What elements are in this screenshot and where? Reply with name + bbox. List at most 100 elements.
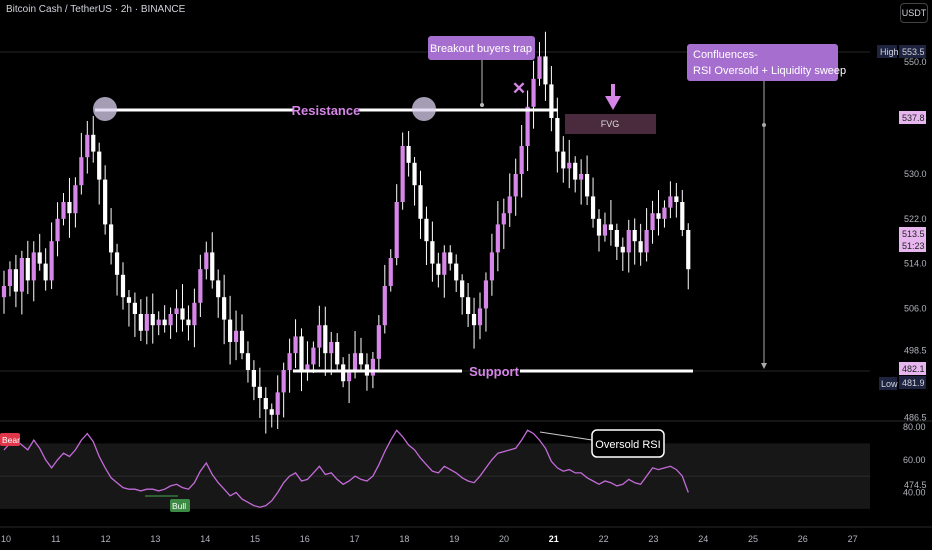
candle-body — [531, 78, 536, 107]
candle-body — [317, 325, 322, 348]
resistance-touch-1 — [93, 97, 117, 121]
candle-body — [305, 364, 310, 370]
candle-body — [376, 325, 381, 359]
candle-body — [680, 202, 685, 230]
candle-body — [156, 319, 161, 326]
time-axis-tick: 24 — [698, 534, 708, 544]
candle-body — [394, 202, 399, 258]
candle-body — [644, 230, 649, 253]
candle-body — [388, 258, 393, 286]
candle-body — [1, 286, 7, 298]
time-axis-tick: 21 — [549, 534, 559, 544]
high-value-bg — [899, 45, 926, 58]
rsi-axis-tick: 60.00 — [903, 455, 926, 465]
high-tag: High — [880, 47, 899, 57]
bear-label: Bear — [2, 435, 20, 445]
price-axis-tick: 506.0 — [904, 303, 927, 313]
candle-body — [519, 146, 524, 174]
candle-body — [436, 263, 441, 275]
candle-body — [109, 224, 114, 253]
price-axis-tick: 474.5 — [904, 480, 927, 490]
candle-body — [150, 314, 155, 326]
candle-body — [299, 336, 304, 370]
rsi-axis-tick: 40.00 — [903, 488, 926, 498]
breakout-callout-text: Breakout buyers trap — [430, 43, 532, 55]
price-axis-tick: 530.0 — [904, 169, 927, 179]
candle-body — [626, 230, 631, 253]
countdown-label: 51:23 — [902, 241, 925, 251]
last-price-bg — [899, 227, 926, 252]
candle-body — [61, 202, 66, 219]
resistance-touch-2 — [412, 97, 436, 121]
candle-body — [638, 241, 643, 253]
bull-label: Bull — [172, 501, 186, 511]
currency-button[interactable]: USDT — [900, 3, 928, 23]
candle-body — [97, 151, 102, 180]
candle-body — [198, 269, 203, 303]
candle-body — [650, 213, 655, 230]
candle-body — [103, 179, 108, 225]
candle-body — [596, 218, 602, 236]
candle-body — [537, 56, 542, 79]
candle-body — [31, 252, 36, 281]
candle-body — [549, 84, 554, 118]
symbol-title: Bitcoin Cash / TetherUS · 2h · BINANCE — [6, 4, 186, 15]
candle-body — [228, 319, 233, 342]
candle-body — [483, 280, 489, 309]
time-axis-tick: 19 — [449, 534, 459, 544]
candle-body — [144, 314, 149, 331]
candle-body — [216, 280, 221, 298]
candle-body — [162, 319, 167, 326]
time-axis-tick: 10 — [1, 534, 11, 544]
candle-body — [91, 134, 96, 152]
candle-body — [19, 258, 24, 292]
time-axis-tick: 15 — [250, 534, 260, 544]
breakout-pointer-dot — [480, 103, 484, 107]
low-value-bg — [899, 376, 926, 389]
rsi-line — [3, 429, 689, 508]
price-axis-tick: 486.5 — [904, 413, 927, 423]
price-axis-tick: 550.0 — [904, 57, 927, 67]
candle-body — [466, 297, 471, 314]
candle-body — [495, 224, 500, 253]
time-axis-tick: 22 — [599, 534, 609, 544]
price-axis-tick: 522.0 — [904, 214, 927, 224]
resistance-label: Resistance — [292, 103, 361, 118]
candle-body — [573, 162, 578, 180]
oversold-label: Oversold RSI — [595, 439, 660, 451]
time-axis-tick: 17 — [350, 534, 360, 544]
high-value: 553.5 — [902, 47, 925, 57]
candle-body — [590, 196, 596, 219]
candle-body — [174, 308, 179, 314]
candle-body — [55, 218, 60, 242]
candle-body — [168, 314, 173, 326]
candle-body — [251, 370, 256, 387]
candle-body — [347, 370, 352, 382]
candle-body — [460, 280, 465, 298]
time-axis-tick: 12 — [101, 534, 111, 544]
candle-body — [602, 224, 608, 236]
candle-body — [382, 286, 387, 326]
candle-body — [126, 297, 132, 303]
candle-body — [287, 353, 292, 370]
confluence-text-1: Confluences- — [693, 49, 758, 61]
fvg-label: FVG — [601, 119, 620, 129]
candle-body — [370, 358, 375, 376]
fvg-level-label-bg — [899, 111, 926, 124]
candle-body — [222, 297, 227, 320]
candle-body — [412, 162, 417, 186]
candle-body — [138, 314, 143, 331]
candle-body — [352, 353, 358, 370]
candle-body — [477, 308, 483, 326]
candle-body — [341, 364, 346, 382]
candle-body — [448, 252, 453, 264]
candle-body — [275, 392, 280, 415]
candle-body — [656, 213, 661, 219]
candle-body — [632, 230, 637, 242]
down-arrow-head — [605, 96, 621, 110]
support-label: Support — [469, 364, 519, 379]
candle-body — [585, 174, 590, 197]
candle-body — [73, 185, 78, 214]
